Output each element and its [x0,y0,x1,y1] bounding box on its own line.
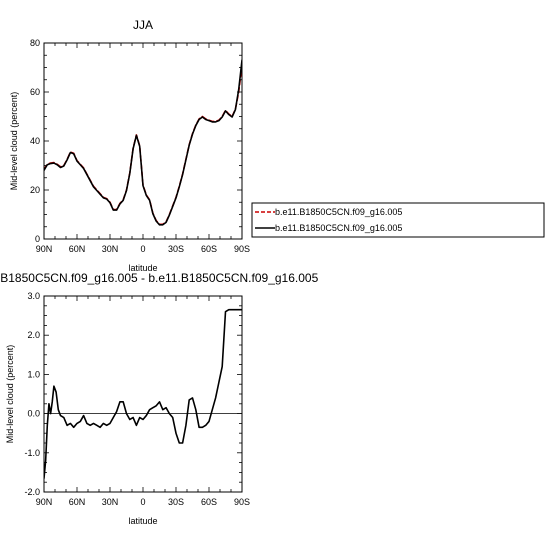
p1-ytick-label: -1.0 [24,448,40,458]
p1-xtick-label: 60N [69,497,86,507]
top-panel: JJA 90N 60N 30N 0 30S 60S 90S 0 20 40 60 80 latitud… [9,18,250,273]
p0-ytick-label: 0 [35,234,40,244]
p0-series-line-1 [44,59,242,226]
p0-xtick-label: 0 [140,244,145,254]
p0-xtick-label: 60S [201,244,217,254]
p0-ytick-label: 20 [30,185,40,195]
legend-label-1: b.e11.B1850C5CN.f09_g16.005 [275,223,402,233]
p1-ytick-label: 2.0 [27,330,40,340]
p0-xtick-label: 90N [36,244,53,254]
legend: b.e11.B1850C5CN.f09_g16.005 b.e11.B1850C… [251,202,545,238]
top-xlabel: latitude [128,263,157,273]
p1-ytick-label: -2.0 [24,487,40,497]
p1-xtick-label: 90N [36,497,53,507]
p1-ytick-label: 0.0 [27,409,40,419]
legend-label-0: b.e11.B1850C5CN.f09_g16.005 [275,207,402,217]
p1-xtick-label: 60S [201,497,217,507]
bottom-ylabel: Mid-level cloud (percent) [5,345,15,444]
top-title: JJA [133,18,153,32]
p1-ytick-label: 1.0 [27,369,40,379]
p0-xtick-label: 30S [168,244,184,254]
bottom-xlabel: latitude [128,516,157,526]
p0-xtick-label: 30N [102,244,119,254]
top-ylabel: Mid-level cloud (percent) [9,92,19,191]
p1-xtick-label: 30N [102,497,119,507]
p1-frame [43,295,243,493]
legend-box [251,202,545,238]
p0-xtick-label: 60N [69,244,86,254]
p1-xtick-label: 0 [140,497,145,507]
p1-xtick-label: 30S [168,497,184,507]
p0-xtick-label: 90S [234,244,250,254]
p0-series-line-0 [44,64,242,226]
p0-frame [43,42,243,240]
bottom-panel: b.e11.B1850C5CN.f09_g16.005 - b.e11.B185… [0,271,319,526]
bottom-title: b.e11.B1850C5CN.f09_g16.005 - b.e11.B185… [0,271,319,285]
p1-ytick-label: 3.0 [27,291,40,301]
p1-xtick-label: 90S [234,497,250,507]
p0-ytick-label: 80 [30,38,40,48]
p0-ytick-label: 40 [30,136,40,146]
bottom-plot-area: 90N 60N 30N 0 30S 60S 90S -2.0 -1.0 0.0 1.0 2.0 3.0 [24,291,250,507]
top-plot-area: 90N 60N 30N 0 30S 60S 90S 0 20 40 60 80 [30,38,250,254]
p1-series-line-0 [44,308,242,480]
p0-ytick-label: 60 [30,87,40,97]
